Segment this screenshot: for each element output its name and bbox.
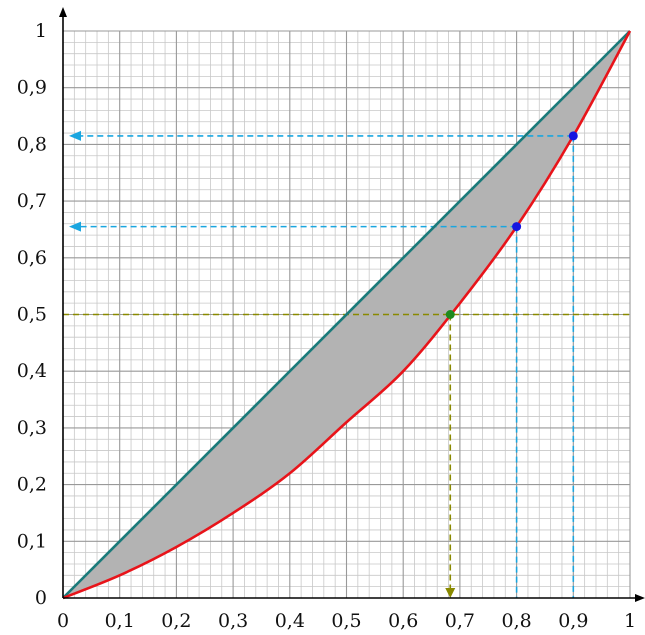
y-tick-label: 0,6 (17, 247, 47, 269)
x-tick-label: 0,6 (388, 610, 418, 632)
x-tick-label: 0,1 (105, 610, 135, 632)
y-tick-label: 0,5 (17, 304, 47, 326)
x-tick-label: 0,9 (558, 610, 588, 632)
y-tick-label: 0,2 (17, 474, 47, 496)
y-tick-label: 0 (35, 587, 47, 609)
highlight-point-1 (512, 222, 522, 232)
y-tick-label: 0,7 (17, 190, 47, 212)
y-tick-label: 0,1 (17, 530, 47, 552)
series-lines (62, 30, 632, 600)
x-tick-label: 0,3 (218, 610, 248, 632)
series-line-curve (62, 30, 632, 600)
guide-arrow-down-0 (445, 588, 456, 598)
axes (59, 7, 645, 602)
x-tick-label: 0,2 (161, 610, 191, 632)
x-tick-label: 0,4 (275, 610, 305, 632)
highlight-point-2 (568, 131, 578, 141)
y-tick-label: 0,3 (17, 417, 47, 439)
highlight-point-0 (445, 310, 455, 319)
x-tick-label: 0,5 (331, 610, 361, 632)
y-tick-label: 1 (35, 20, 47, 42)
x-tick-labels: 0 0,1 0,2 0,3 0,4 0,5 0,6 0,7 0,8 0,9 1 (57, 610, 636, 632)
y-tick-label: 0,4 (17, 360, 47, 382)
y-tick-labels: 0 0,1 0,2 0,3 0,4 0,5 0,6 0,7 0,8 0,9 1 (17, 20, 47, 609)
y-tick-label: 0,9 (17, 77, 47, 99)
guide-arrow-left-2 (69, 130, 81, 141)
series-line-diagonal (62, 30, 631, 599)
guide-arrow-left-1 (69, 221, 81, 232)
x-tick-label: 0 (57, 610, 69, 632)
x-tick-label: 0,7 (445, 610, 475, 632)
highlight-points (445, 131, 578, 319)
x-tick-label: 0,8 (501, 610, 531, 632)
y-tick-label: 0,8 (17, 133, 47, 155)
x-tick-label: 1 (624, 610, 636, 632)
